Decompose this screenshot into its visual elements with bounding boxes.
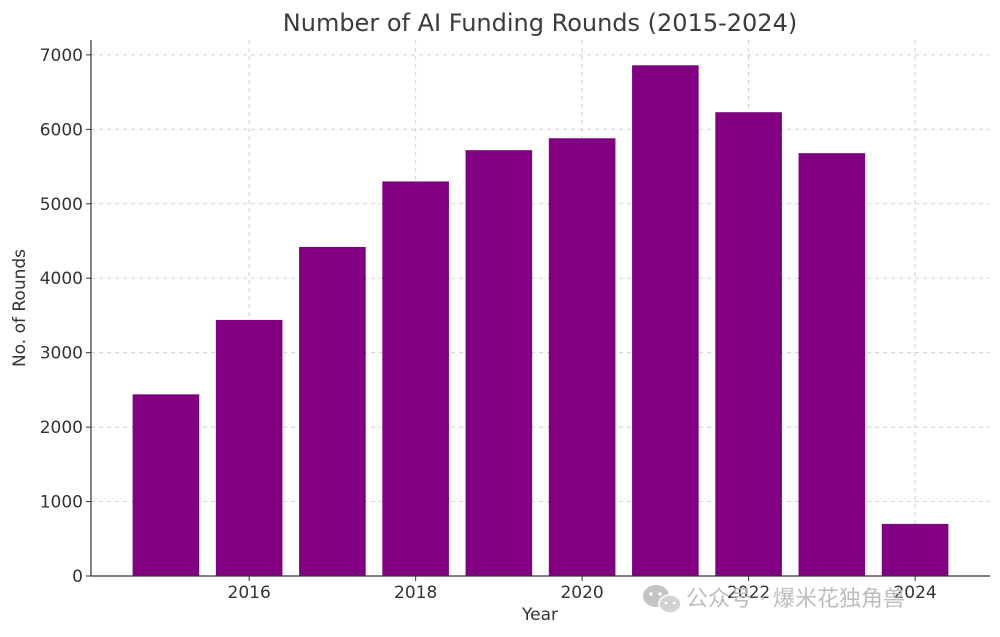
y-tick-label: 7000: [40, 46, 83, 66]
bar-2017: [299, 246, 366, 576]
bar-2016: [215, 319, 283, 576]
x-tick-label: 2022: [727, 583, 770, 603]
bar-2019: [465, 150, 533, 576]
y-tick-label: 1000: [40, 493, 83, 513]
bar-2020: [548, 138, 616, 576]
bar-2022: [715, 112, 782, 576]
y-tick-label: 6000: [40, 120, 83, 140]
y-tick-label: 2000: [40, 418, 83, 438]
x-axis-label: Year: [521, 605, 558, 625]
y-tick-label: 3000: [40, 344, 83, 364]
x-tick-label: 2024: [893, 583, 936, 603]
x-tick-label: 2018: [394, 583, 437, 603]
y-tick-label: 0: [72, 567, 83, 587]
bars: [132, 65, 949, 577]
bar-2015: [132, 394, 200, 576]
x-tick-labels: 2016 2018 2020 2022 2024: [228, 576, 937, 603]
y-axis-label: No. of Rounds: [10, 249, 30, 367]
y-tick-label: 4000: [40, 269, 83, 289]
x-tick-label: 2016: [228, 583, 271, 603]
watermark: 公众号 · 爆米花独角兽: [643, 585, 905, 614]
watermark-text: 公众号 · 爆米花独角兽: [686, 587, 905, 612]
wechat-icon: [643, 585, 682, 614]
y-tick-labels: 0 1000 2000 3000 4000 5000 6000 7000: [40, 46, 91, 587]
bar-2021: [632, 65, 699, 577]
bar-2023: [798, 153, 866, 576]
bar-2018: [382, 181, 449, 576]
bar-2024: [881, 523, 949, 576]
y-tick-label: 5000: [40, 195, 83, 215]
chart-title: Number of AI Funding Rounds (2015-2024): [283, 9, 797, 37]
x-tick-label: 2020: [560, 583, 603, 603]
